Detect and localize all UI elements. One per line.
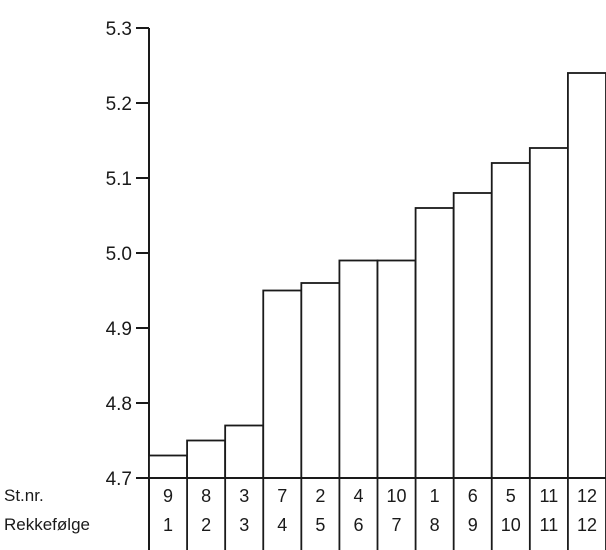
- bars: [148, 72, 606, 479]
- station-number: 4: [353, 486, 363, 506]
- station-number: 2: [315, 486, 325, 506]
- y-tick-label: 4.7: [106, 469, 132, 490]
- order-number: 4: [277, 515, 287, 535]
- y-axis: 4.7 4.8 4.9 5.0 5.1 5.2 5.3: [106, 19, 150, 550]
- station-number: 1: [430, 486, 440, 506]
- station-number: 11: [540, 486, 559, 506]
- station-number: 5: [506, 486, 516, 506]
- bar: [338, 259, 379, 479]
- order-number: 1: [163, 515, 173, 535]
- order-number: 9: [468, 515, 478, 535]
- order-number: 7: [392, 515, 402, 535]
- order-number: 3: [239, 515, 249, 535]
- bar: [528, 147, 569, 479]
- order-number: 11: [540, 515, 559, 535]
- order-number: 8: [430, 515, 440, 535]
- y-tick-label: 5.2: [106, 94, 132, 115]
- station-number: 3: [239, 486, 249, 506]
- order-number: 2: [201, 515, 211, 535]
- station-number: 12: [577, 486, 597, 506]
- bar: [414, 207, 455, 479]
- y-tick-label: 5.1: [106, 169, 132, 190]
- y-tick-label: 5.0: [106, 244, 132, 265]
- category-table: 9 8 3 7 2 4 10 1 6 5 11 121 2 3 4 5 6 7 8 9 10 11 12: [149, 477, 606, 550]
- station-row-label: St.nr.: [4, 486, 44, 505]
- y-tick-label: 4.8: [106, 394, 132, 415]
- bar: [567, 72, 606, 479]
- station-number: 10: [387, 486, 407, 506]
- bar: [376, 259, 417, 479]
- bar: [262, 289, 303, 479]
- y-tick-label: 5.3: [106, 19, 132, 40]
- bar: [148, 454, 188, 479]
- bar: [490, 162, 531, 479]
- station-number: 8: [201, 486, 211, 506]
- order-number: 12: [577, 515, 597, 535]
- order-number: 6: [353, 515, 363, 535]
- bar: [452, 192, 493, 479]
- order-row-label: Rekkefølge: [4, 515, 90, 534]
- bar: [186, 439, 227, 479]
- station-number: 7: [277, 486, 287, 506]
- bar: [300, 282, 341, 479]
- order-number: 5: [315, 515, 325, 535]
- y-tick-label: 4.9: [106, 319, 132, 340]
- order-number: 10: [501, 515, 521, 535]
- station-number: 6: [468, 486, 478, 506]
- station-number: 9: [163, 486, 173, 506]
- bar: [224, 424, 265, 479]
